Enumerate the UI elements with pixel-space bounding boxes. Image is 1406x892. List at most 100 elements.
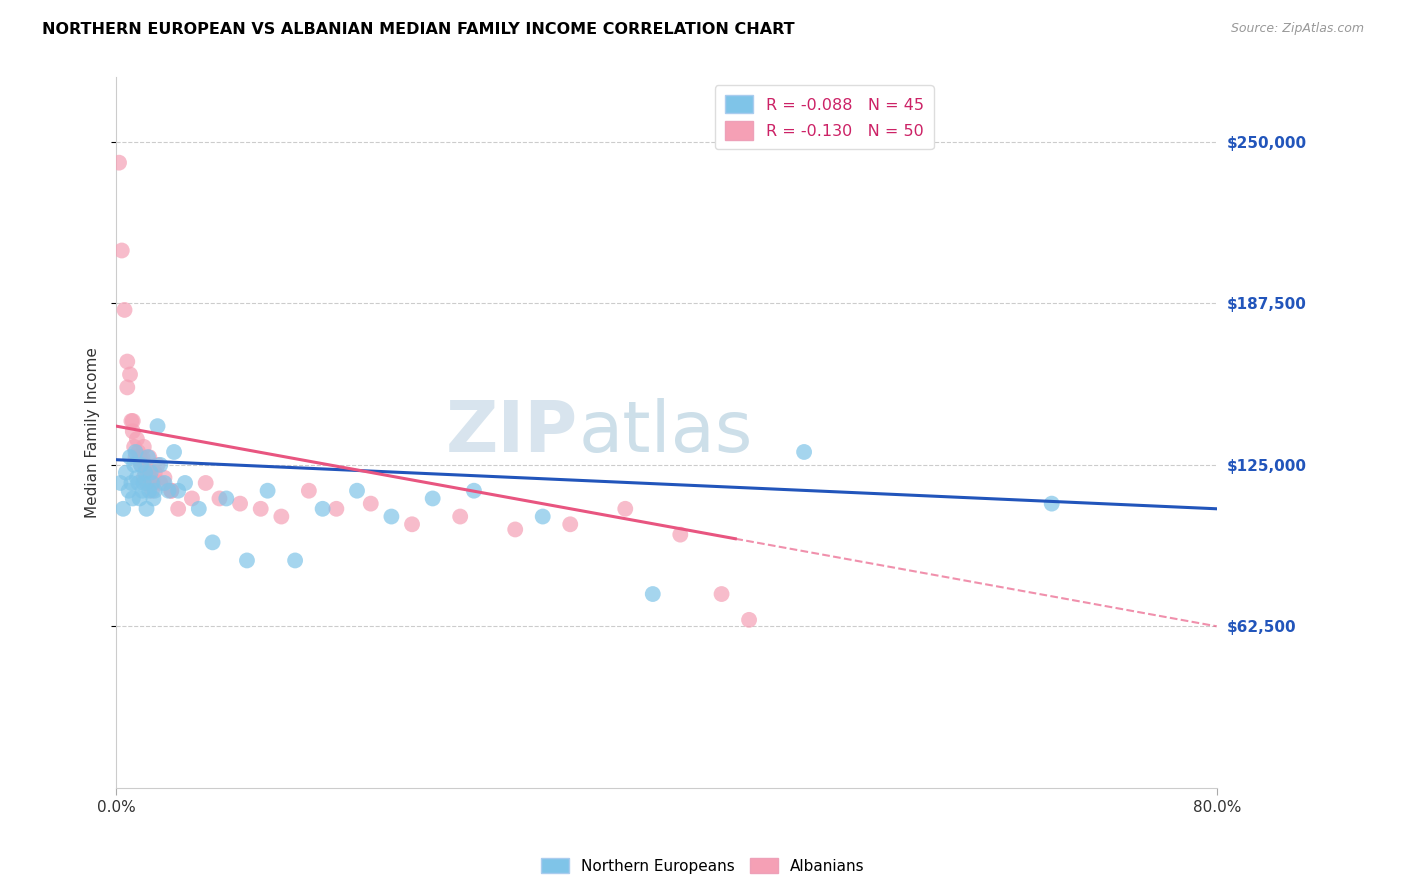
Point	[141, 475, 163, 490]
Point	[124, 450, 146, 464]
Point	[125, 471, 148, 485]
Point	[132, 475, 155, 490]
Point	[360, 497, 382, 511]
Point	[160, 483, 183, 498]
Point	[129, 458, 152, 472]
Y-axis label: Median Family Income: Median Family Income	[86, 347, 100, 518]
Point	[270, 509, 292, 524]
Point	[108, 155, 131, 169]
Point	[380, 509, 402, 524]
Point	[229, 497, 252, 511]
Point	[141, 483, 163, 498]
Point	[284, 553, 307, 567]
Point	[142, 491, 165, 506]
Point	[125, 432, 148, 446]
Text: ZIP: ZIP	[446, 398, 578, 467]
Point	[201, 535, 224, 549]
Point	[138, 450, 160, 464]
Point	[114, 302, 136, 317]
Point	[128, 491, 150, 506]
Point	[738, 613, 761, 627]
Point	[127, 475, 149, 490]
Point	[121, 425, 143, 439]
Point	[129, 458, 152, 472]
Point	[135, 501, 157, 516]
Point	[463, 483, 485, 498]
Point	[167, 501, 190, 516]
Point	[1040, 497, 1063, 511]
Point	[121, 414, 143, 428]
Point	[614, 501, 637, 516]
Point	[115, 466, 138, 480]
Text: Source: ZipAtlas.com: Source: ZipAtlas.com	[1230, 22, 1364, 36]
Point	[131, 450, 153, 464]
Point	[669, 527, 692, 541]
Point	[256, 483, 278, 498]
Point	[136, 466, 159, 480]
Point	[236, 553, 259, 567]
Point	[146, 419, 169, 434]
Point	[127, 445, 149, 459]
Point	[167, 483, 190, 498]
Point	[134, 458, 156, 472]
Point	[124, 445, 146, 459]
Text: atlas: atlas	[578, 398, 752, 467]
Point	[121, 491, 143, 506]
Point	[118, 483, 141, 498]
Point	[138, 483, 160, 498]
Point	[139, 466, 162, 480]
Point	[160, 483, 183, 498]
Point	[120, 414, 142, 428]
Point	[118, 450, 141, 464]
Point	[793, 445, 815, 459]
Point	[136, 450, 159, 464]
Point	[346, 483, 368, 498]
Point	[449, 509, 471, 524]
Point	[215, 491, 238, 506]
Point	[132, 471, 155, 485]
Legend: Northern Europeans, Albanians: Northern Europeans, Albanians	[536, 852, 870, 880]
Point	[157, 483, 180, 498]
Point	[120, 475, 142, 490]
Point	[163, 445, 186, 459]
Point	[710, 587, 733, 601]
Point	[139, 471, 162, 485]
Point	[149, 458, 172, 472]
Point	[187, 501, 209, 516]
Point	[298, 483, 321, 498]
Point	[112, 501, 135, 516]
Point	[249, 501, 271, 516]
Legend: R = -0.088   N = 45, R = -0.130   N = 50: R = -0.088 N = 45, R = -0.130 N = 50	[716, 86, 934, 150]
Point	[143, 483, 166, 498]
Point	[131, 483, 153, 498]
Point	[153, 475, 176, 490]
Point	[422, 491, 444, 506]
Point	[110, 475, 132, 490]
Point	[142, 475, 165, 490]
Point	[118, 368, 141, 382]
Point	[149, 475, 172, 490]
Point	[122, 440, 145, 454]
Point	[325, 501, 347, 516]
Point	[111, 244, 134, 258]
Point	[117, 380, 139, 394]
Point	[143, 466, 166, 480]
Point	[208, 491, 231, 506]
Point	[139, 471, 162, 485]
Point	[134, 466, 156, 480]
Point	[194, 475, 217, 490]
Point	[641, 587, 664, 601]
Point	[132, 440, 155, 454]
Point	[311, 501, 333, 516]
Point	[174, 475, 197, 490]
Point	[531, 509, 554, 524]
Point	[146, 458, 169, 472]
Point	[153, 471, 176, 485]
Point	[117, 354, 139, 368]
Text: NORTHERN EUROPEAN VS ALBANIAN MEDIAN FAMILY INCOME CORRELATION CHART: NORTHERN EUROPEAN VS ALBANIAN MEDIAN FAM…	[42, 22, 794, 37]
Point	[122, 458, 145, 472]
Point	[128, 450, 150, 464]
Point	[181, 491, 204, 506]
Point	[401, 517, 423, 532]
Point	[503, 523, 526, 537]
